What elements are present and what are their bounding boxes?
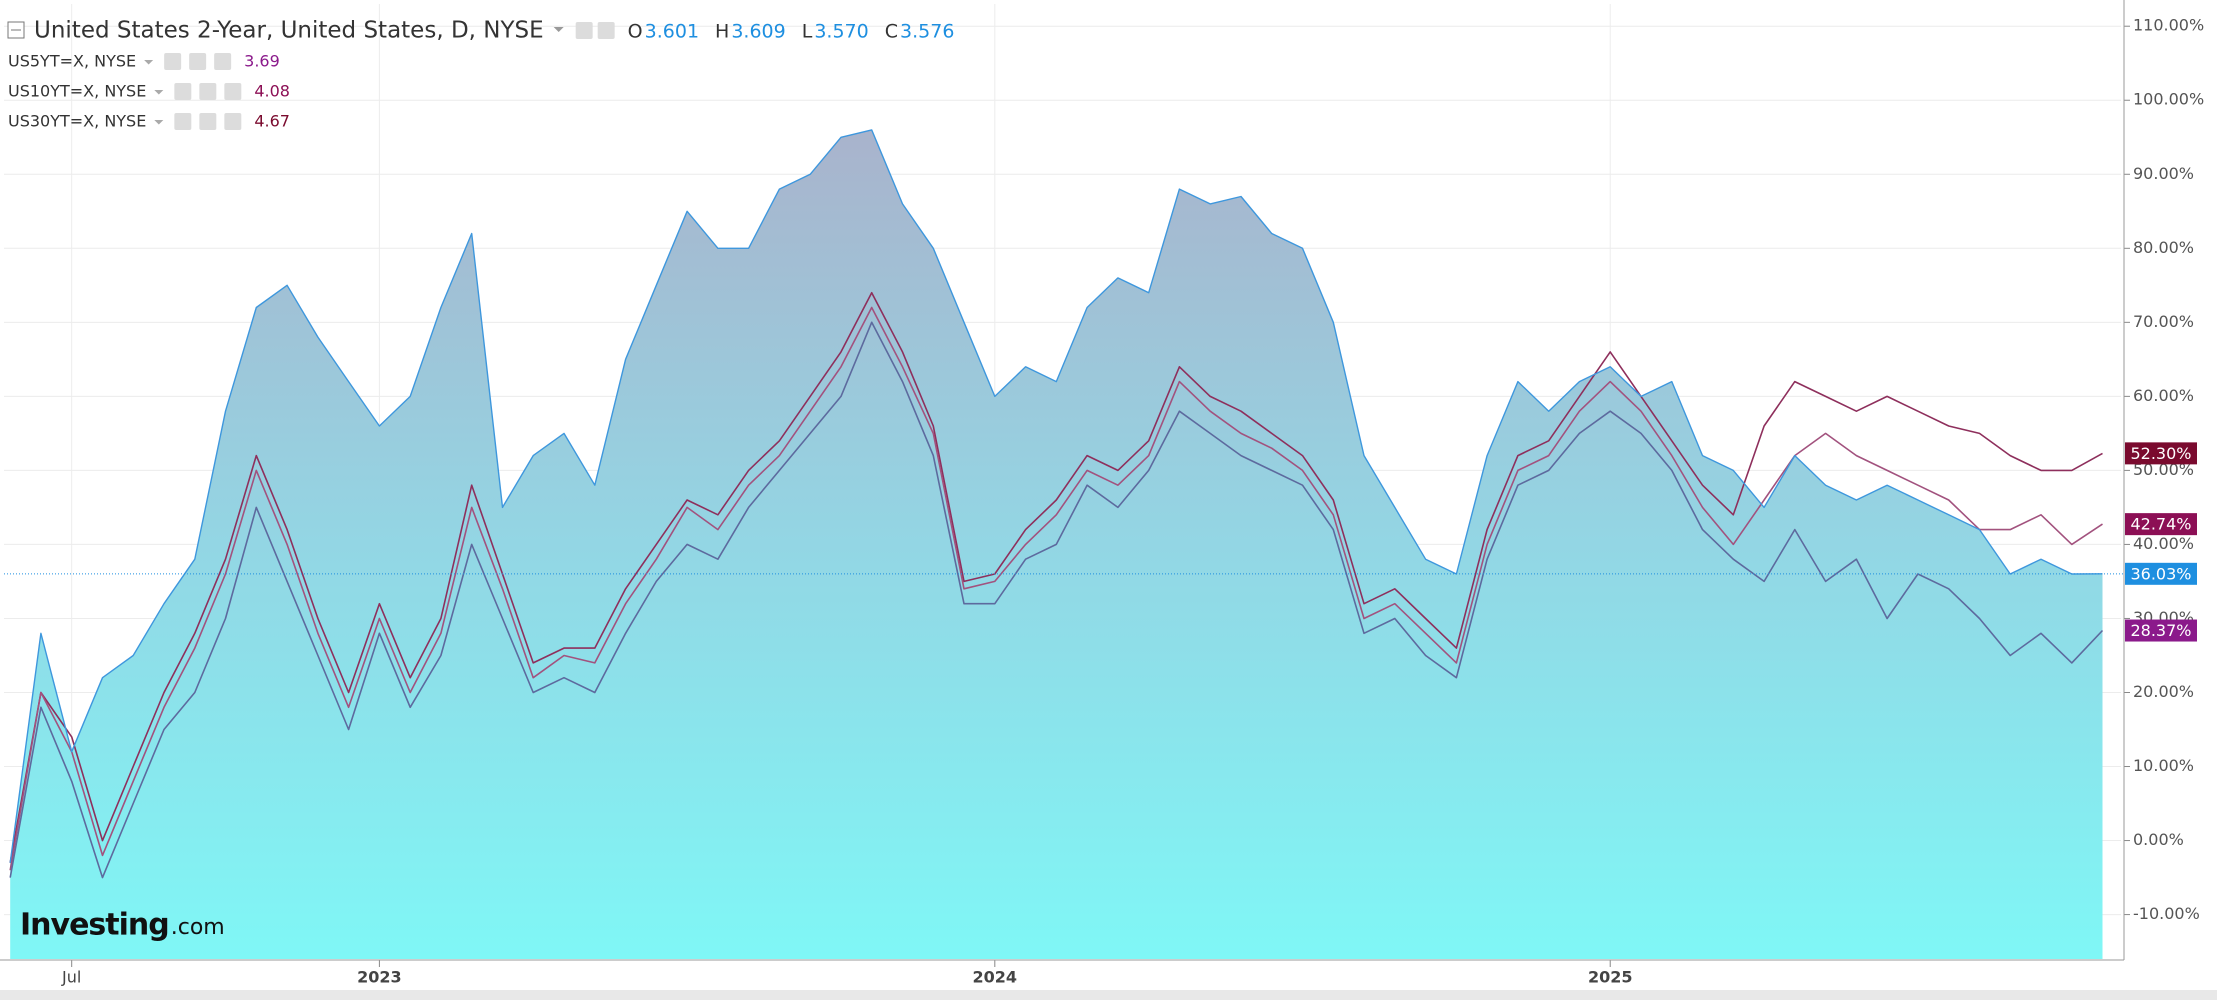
x-tick-label: 2023 [357,968,402,987]
y-tick-label: 40.00% [2133,534,2194,553]
price-label-bg [2125,513,2197,536]
watermark: Investing [20,908,169,943]
icon[interactable] [174,113,192,130]
icon[interactable] [199,113,217,130]
y-tick-label: 80.00% [2133,238,2194,257]
y-tick-label: -10.00% [2133,904,2200,923]
icon[interactable] [164,53,182,70]
dropdown[interactable] [154,90,164,95]
icon[interactable] [199,83,217,100]
icon[interactable] [174,83,192,100]
icon[interactable] [597,22,615,39]
legend-label: US30YT=X, NYSE [8,112,146,131]
ohlc-label: L [802,21,813,43]
legend-value: 3.69 [244,52,280,71]
x-tick-label: 2025 [1588,968,1633,987]
line [9,129,2103,863]
legend-label: US5YT=X, NYSE [8,52,136,71]
dropdown[interactable] [553,27,564,32]
icon[interactable] [224,113,242,130]
price-label-bg [2125,562,2197,585]
dropdown[interactable] [154,120,164,125]
ohlc-value: 3.609 [731,21,785,43]
price-label-bg [2125,619,2197,642]
line [9,291,2103,863]
icon[interactable] [224,83,242,100]
y-tick-label: 60.00% [2133,386,2194,405]
y-tick-label: 70.00% [2133,312,2194,331]
ohlc-value: 3.601 [645,21,699,43]
x-tick-label: 2024 [973,968,1018,987]
x-tick-label: Jul [61,968,81,987]
price-label: 28.37% [2130,621,2191,640]
dropdown[interactable] [144,60,154,65]
price-label: 36.03% [2130,564,2191,583]
y-tick-label: 0.00% [2133,830,2184,849]
y-tick-label: 90.00% [2133,164,2194,183]
price-label: 52.30% [2130,444,2191,463]
y-tick-label: 50.00% [2133,460,2194,479]
y-tick-label: 10.00% [2133,756,2194,775]
icon[interactable] [189,53,207,70]
y-tick-label: 110.00% [2133,16,2204,35]
ohlc-value: 3.576 [900,21,954,43]
watermark-suffix: .com [171,915,225,940]
scrollbar [0,990,2217,1000]
legend-label: US10YT=X, NYSE [8,82,146,101]
legend-value: 4.08 [254,82,290,101]
price-label: 42.74% [2130,515,2191,534]
y-tick-label: 20.00% [2133,682,2194,701]
ohlc-label: O [628,21,643,43]
price-label-bg [2125,442,2197,465]
icon[interactable] [575,22,593,39]
legend-value: 4.67 [254,112,290,131]
line [9,306,2103,871]
icon[interactable] [214,53,232,70]
ohlc-label: H [715,21,729,43]
y-tick-label: 100.00% [2133,90,2204,109]
ohlc-label: C [885,21,898,43]
chart-title: United States 2-Year, United States, D, … [34,18,544,44]
ohlc-value: 3.570 [814,21,868,43]
